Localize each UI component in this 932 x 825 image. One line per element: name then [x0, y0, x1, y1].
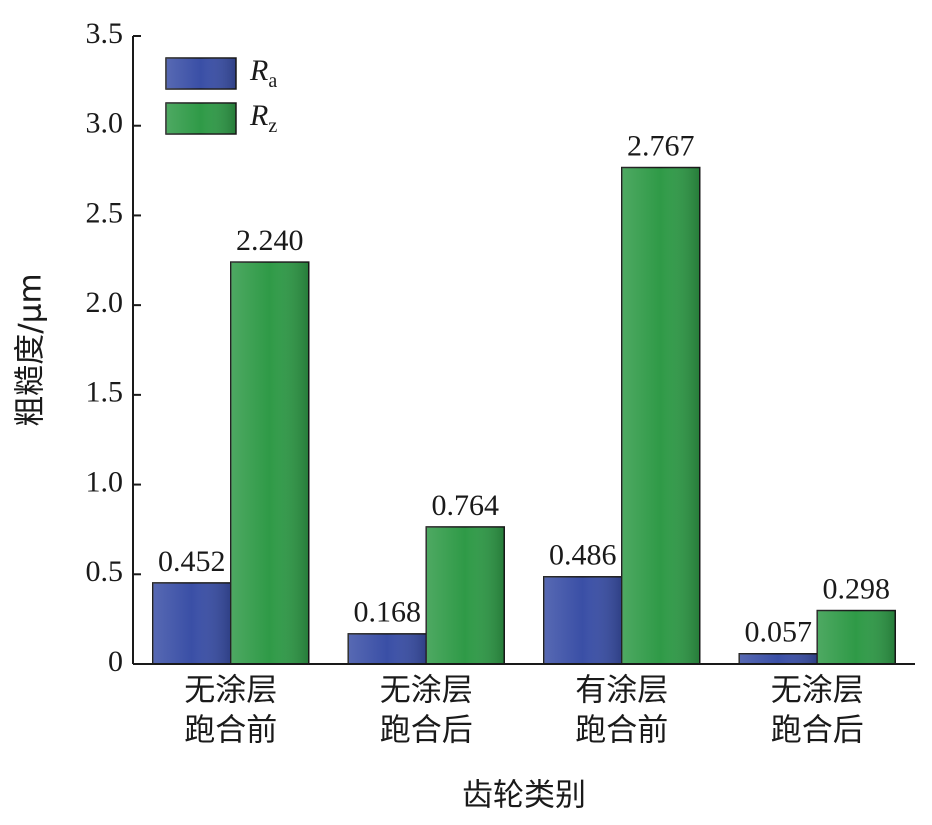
legend-swatch-shade [166, 58, 236, 89]
legend-subscript: z [268, 115, 277, 137]
value-label: 0.298 [823, 572, 891, 605]
x-tick-label: 跑合后 [380, 713, 473, 749]
y-tick-label: 3.5 [86, 17, 124, 50]
value-label: 2.767 [627, 129, 695, 162]
x-tick-label: 无涂层 [380, 673, 473, 709]
x-tick-label: 跑合前 [575, 713, 668, 749]
value-label: 0.452 [158, 545, 226, 578]
value-label: 0.057 [745, 616, 813, 649]
legend-subscript: a [268, 70, 277, 92]
y-tick-label: 1.5 [86, 376, 124, 409]
value-label: 0.764 [432, 489, 500, 522]
value-label: 0.486 [549, 539, 617, 572]
y-tick-label: 2.0 [86, 286, 124, 319]
legend-label: Rz [249, 99, 277, 137]
bar [543, 576, 623, 665]
bar [230, 261, 310, 665]
bar [816, 609, 896, 665]
y-tick-label: 3.0 [86, 107, 124, 140]
value-label: 0.168 [354, 596, 422, 629]
x-tick-label: 跑合后 [771, 713, 864, 749]
bar [152, 582, 232, 665]
y-tick-label: 0.5 [86, 555, 124, 588]
x-tick-label: 跑合前 [184, 713, 277, 749]
bar [738, 653, 818, 665]
y-tick-label: 2.5 [86, 196, 124, 229]
x-tick-label: 无涂层 [184, 673, 277, 709]
legend-swatch-shade [166, 103, 236, 134]
value-label: 2.240 [236, 224, 304, 257]
x-tick-label: 有涂层 [575, 673, 668, 709]
legend-name: R [249, 54, 268, 87]
bar [347, 633, 427, 665]
bar [425, 526, 505, 665]
legend-name: R [249, 99, 268, 132]
legend-label: Ra [249, 54, 277, 92]
bar [621, 166, 701, 665]
y-tick-label: 1.0 [86, 465, 124, 498]
y-axis-title: 粗糙度/μm [13, 273, 49, 426]
y-tick-label: 0 [108, 645, 123, 678]
x-tick-label: 无涂层 [771, 673, 864, 709]
x-axis-title: 齿轮类别 [462, 778, 586, 814]
